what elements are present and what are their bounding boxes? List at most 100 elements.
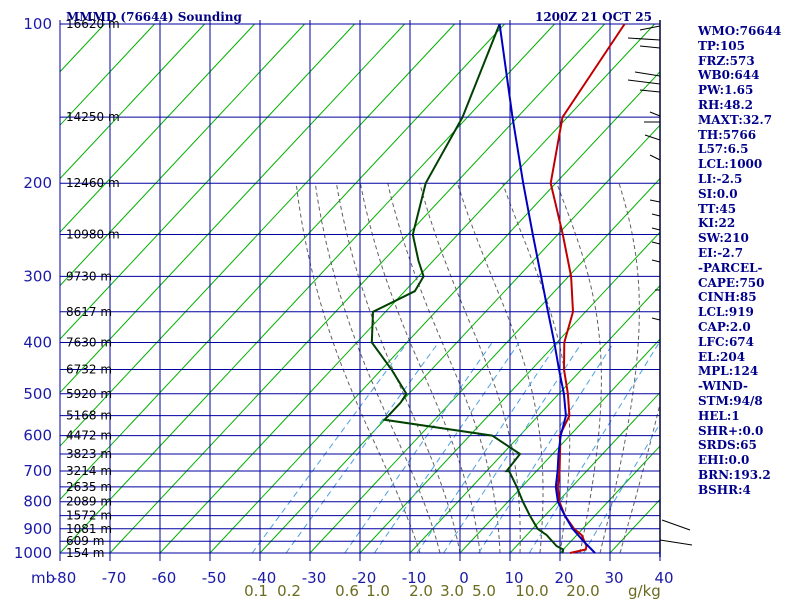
moist-adiabat-line bbox=[419, 183, 521, 553]
pressure-tick-label: 100 bbox=[23, 15, 52, 33]
isotherm-line bbox=[309, 177, 660, 554]
height-label: 3823 m bbox=[66, 447, 112, 461]
temp-tick-label: -10 bbox=[402, 569, 427, 587]
mixing-ratio-label: 3.0 bbox=[440, 582, 464, 600]
mixing-ratio-label: 0.1 bbox=[244, 582, 268, 600]
mixing-ratio-line bbox=[285, 342, 439, 554]
wind-barb bbox=[639, 45, 661, 49]
mixing-ratio-label: 1.0 bbox=[366, 582, 390, 600]
height-label: 5168 m bbox=[66, 409, 112, 423]
isotherm-line bbox=[409, 284, 660, 554]
stat-item: LCL:919 bbox=[698, 305, 754, 320]
stat-item: MAXT:32.7 bbox=[698, 112, 773, 127]
isotherm-line bbox=[359, 231, 660, 554]
temp-tick-label: -60 bbox=[152, 569, 177, 587]
moist-adiabat-line bbox=[556, 183, 602, 554]
isotherm-line bbox=[109, 23, 605, 554]
wind-barb bbox=[661, 519, 691, 531]
mixing-ratio-label: 2.0 bbox=[409, 582, 433, 600]
temp-tick-label: -50 bbox=[202, 569, 227, 587]
stat-item: SI:0.0 bbox=[698, 186, 738, 201]
wind-barb bbox=[644, 134, 661, 141]
isotherm-line bbox=[60, 23, 505, 501]
mixing-ratio-label: 20.0 bbox=[566, 582, 599, 600]
stat-item: HEL:1 bbox=[698, 408, 740, 423]
pressure-tick-label: 400 bbox=[23, 333, 52, 351]
isotherm-line bbox=[60, 23, 455, 447]
pressure-tick-label: 500 bbox=[23, 385, 52, 403]
pressure-tick-label: 1000 bbox=[14, 544, 52, 562]
height-label: 10980 m bbox=[66, 228, 120, 242]
mixing-ratio-line bbox=[528, 342, 660, 554]
temp-tick-label: 40 bbox=[654, 569, 673, 587]
height-label: 1572 m bbox=[66, 509, 112, 523]
stat-item: EI:-2.7 bbox=[698, 246, 744, 260]
wind-barb bbox=[627, 37, 661, 41]
wind-barb bbox=[651, 213, 661, 217]
mixing-ratio-line bbox=[251, 342, 408, 554]
stat-item: SHR+:0.0 bbox=[698, 423, 764, 438]
wind-barb bbox=[639, 25, 661, 31]
height-label: 6732 m bbox=[66, 363, 112, 377]
stat-item: BSHR:4 bbox=[698, 482, 751, 497]
pressure-tick-label: 800 bbox=[23, 493, 52, 511]
stat-item: SW:210 bbox=[698, 231, 749, 246]
stat-item: KI:22 bbox=[698, 216, 736, 231]
wind-barb bbox=[649, 199, 661, 203]
stat-item: EL:204 bbox=[698, 349, 746, 364]
wind-barb bbox=[649, 111, 661, 117]
height-label: 14250 m bbox=[66, 110, 120, 124]
temp-tick-label: 10 bbox=[504, 569, 523, 587]
height-label: 2635 m bbox=[66, 480, 112, 494]
temp-tick-label: 20 bbox=[554, 569, 573, 587]
pressure-unit-label: mb bbox=[31, 569, 55, 587]
height-label: 154 m bbox=[66, 546, 104, 560]
wind-barb bbox=[659, 539, 693, 546]
height-label: 4472 m bbox=[66, 429, 112, 443]
stat-item: WMO:76644 bbox=[698, 24, 782, 38]
pressure-tick-label: 600 bbox=[23, 427, 52, 445]
height-label: 12460 m bbox=[66, 176, 120, 190]
temp-tick-label: 30 bbox=[604, 569, 623, 587]
isotherm-line bbox=[60, 23, 405, 394]
wind-barb bbox=[651, 241, 661, 245]
stat-item: LI:-2.5 bbox=[698, 172, 743, 186]
height-label: 7630 m bbox=[66, 335, 112, 349]
temp-tick-label: -80 bbox=[52, 569, 77, 587]
mixing-ratio-line bbox=[373, 342, 520, 554]
pressure-tick-label: 900 bbox=[23, 520, 52, 538]
stat-item: RH:48.2 bbox=[698, 98, 753, 112]
stat-item: LCL:1000 bbox=[698, 157, 763, 172]
pressure-tick-label: 700 bbox=[23, 462, 52, 480]
moist-adiabat-line bbox=[335, 183, 461, 554]
height-label: 3214 m bbox=[66, 464, 112, 478]
wind-barb bbox=[651, 227, 661, 231]
mixing-ratio-label: 0.6 bbox=[335, 582, 359, 600]
stat-item: PW:1.65 bbox=[698, 83, 754, 98]
wind-barb bbox=[639, 89, 661, 93]
height-label: 5920 m bbox=[66, 387, 112, 401]
stat-item: MPL:124 bbox=[698, 364, 759, 379]
isotherm-line bbox=[60, 23, 305, 287]
mixing-ratio-line bbox=[443, 342, 583, 554]
chart-title: MMMD (76644) Sounding bbox=[66, 10, 243, 24]
temp-tick-label: -30 bbox=[302, 569, 327, 587]
stat-item: WB0:644 bbox=[698, 68, 760, 83]
stat-item: -PARCEL- bbox=[698, 260, 763, 275]
stat-item: LFC:674 bbox=[698, 334, 754, 349]
temp-tick-label: -70 bbox=[102, 569, 127, 587]
isotherm-line bbox=[259, 124, 660, 554]
stat-item: BRN:193.2 bbox=[698, 468, 771, 482]
isotherm-line bbox=[559, 445, 660, 554]
isotherm-line bbox=[60, 23, 355, 340]
isotherm-line bbox=[60, 23, 255, 233]
stat-item: CINH:85 bbox=[698, 290, 757, 305]
temp-tick-label: -40 bbox=[252, 569, 277, 587]
stat-item: TT:45 bbox=[698, 201, 737, 216]
dewpoint-line bbox=[370, 23, 565, 554]
isotherm-line bbox=[159, 23, 655, 554]
pressure-tick-label: 200 bbox=[23, 174, 52, 192]
stat-item: EHI:0.0 bbox=[698, 453, 750, 468]
wind-barb bbox=[634, 71, 661, 77]
